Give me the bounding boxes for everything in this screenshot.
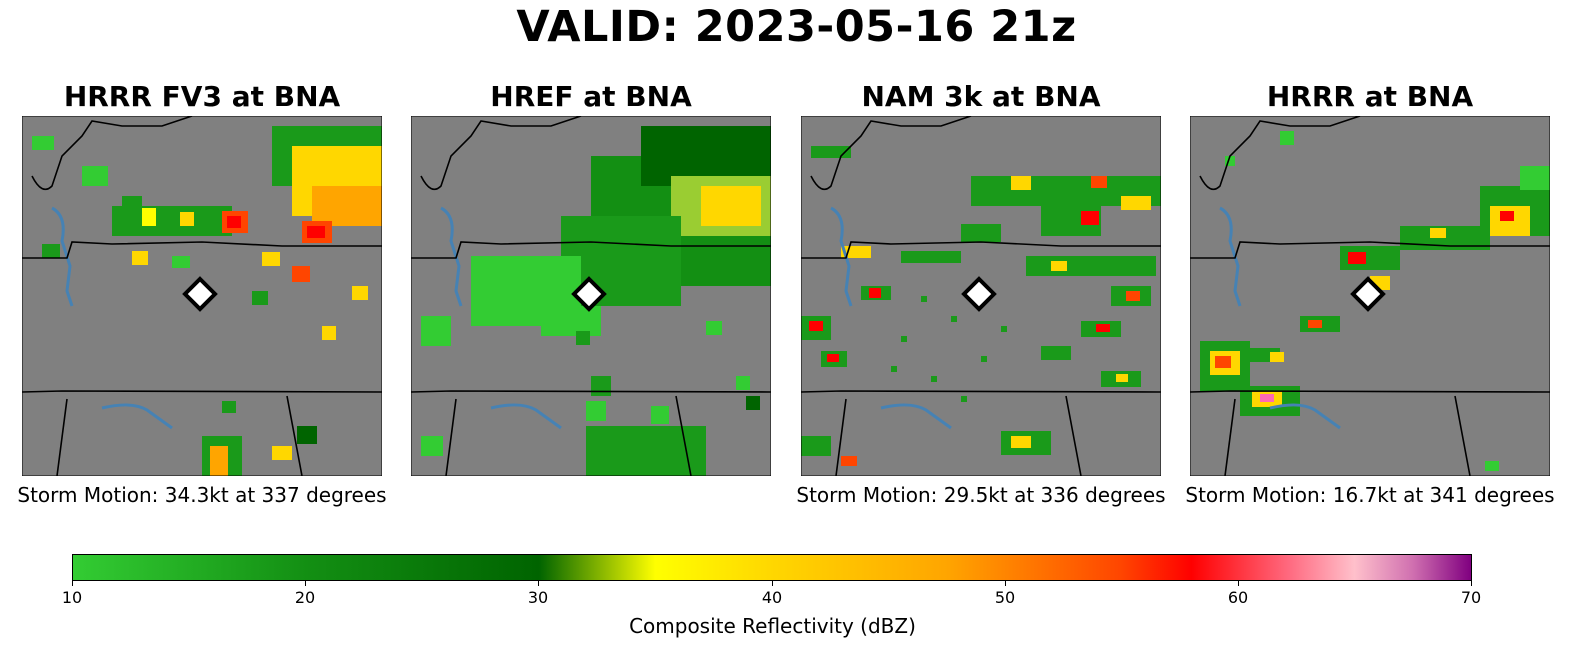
state-borders — [411, 116, 771, 476]
colorbar-tick-mark — [305, 580, 306, 586]
panel-title-hrrr: HRRR at BNA — [1266, 80, 1474, 113]
colorbar-tick-mark — [538, 580, 539, 586]
station-diamond — [571, 276, 607, 312]
station-diamond — [1350, 276, 1386, 312]
colorbar-tick-label: 40 — [761, 588, 783, 607]
map-panel-hrrr — [1190, 116, 1550, 476]
map-panel-nam-3k — [801, 116, 1161, 476]
panel-title-nam-3k: NAM 3k at BNA — [861, 80, 1101, 113]
water-layer — [830, 206, 952, 430]
colorbar-label: Composite Reflectivity (dBZ) — [629, 614, 916, 638]
colorbar-tick-mark — [772, 580, 773, 586]
colorbar-tick-label: 20 — [294, 588, 316, 607]
state-borders — [1190, 116, 1550, 476]
station-diamond — [182, 276, 218, 312]
colorbar-tick-mark — [72, 580, 73, 586]
storm-motion-caption-nam-3k: Storm Motion: 29.5kt at 336 degrees — [796, 483, 1166, 507]
colorbar-tick-mark — [1238, 580, 1239, 586]
map-panel-href — [411, 116, 771, 476]
map-panel-hrrr-fv3 — [22, 116, 382, 476]
water-layer — [440, 206, 562, 430]
reflectivity-layer — [421, 126, 771, 476]
figure-title: VALID: 2023-05-16 21z — [516, 2, 1077, 52]
colorbar-tick-label: 70 — [1460, 588, 1482, 607]
colorbar-tick-mark — [1005, 580, 1006, 586]
colorbar-tick-label: 60 — [1227, 588, 1249, 607]
reflectivity-colorbar — [72, 554, 1472, 581]
state-borders — [801, 116, 1161, 476]
colorbar-tick-mark — [1471, 580, 1472, 586]
panel-title-href: HREF at BNA — [490, 80, 692, 113]
water-layer — [1219, 206, 1341, 430]
state-borders — [22, 116, 382, 476]
colorbar-tick-label: 10 — [61, 588, 83, 607]
panel-title-hrrr-fv3: HRRR FV3 at BNA — [63, 80, 341, 113]
reflectivity-layer — [32, 126, 382, 476]
colorbar-tick-label: 50 — [994, 588, 1016, 607]
storm-motion-caption-hrrr-fv3: Storm Motion: 34.3kt at 337 degrees — [17, 483, 387, 507]
storm-motion-caption-hrrr: Storm Motion: 16.7kt at 341 degrees — [1185, 483, 1555, 507]
colorbar-tick-label: 30 — [527, 588, 549, 607]
station-diamond — [961, 276, 997, 312]
reflectivity-layer — [801, 146, 1161, 466]
water-layer — [51, 206, 173, 430]
